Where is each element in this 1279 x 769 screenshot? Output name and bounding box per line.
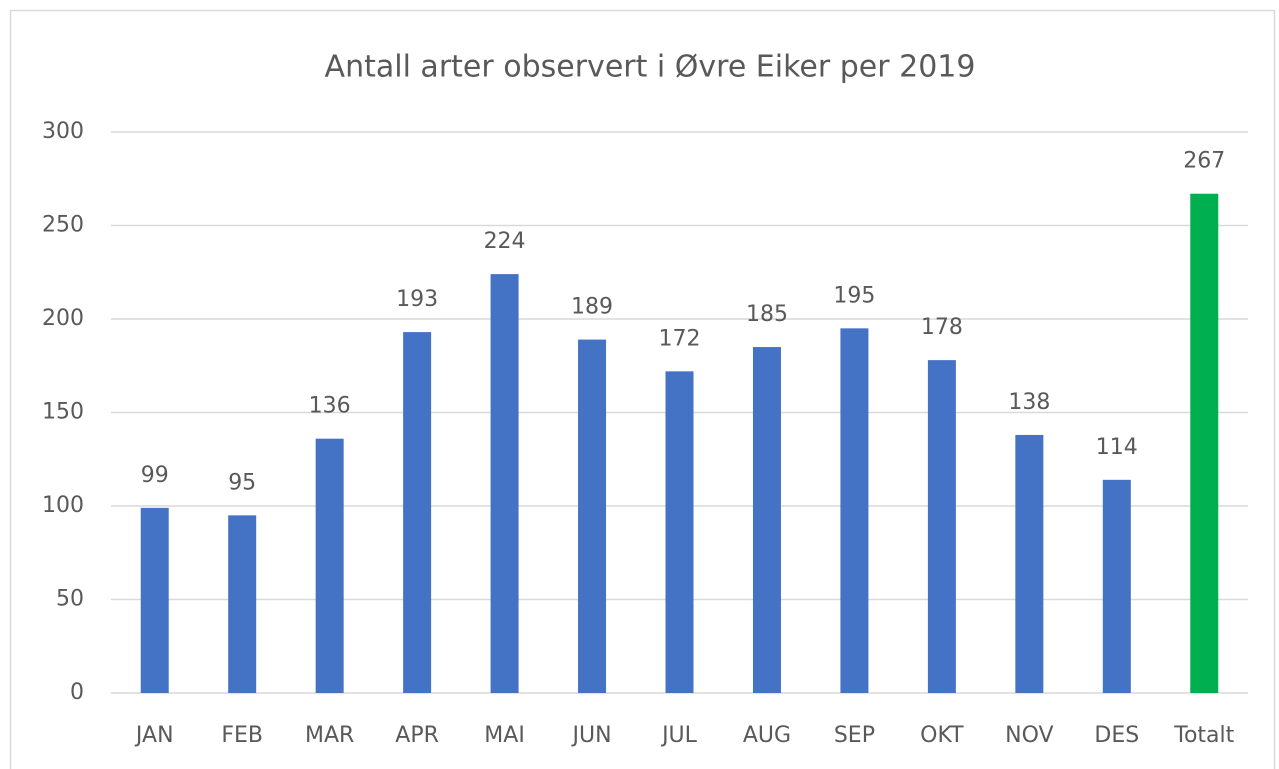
data-label: 193 bbox=[396, 287, 438, 312]
data-label: 178 bbox=[921, 315, 963, 340]
bar bbox=[665, 371, 694, 693]
bar bbox=[1102, 479, 1131, 693]
x-tick-label: JUL bbox=[660, 723, 698, 748]
bar bbox=[840, 328, 869, 693]
bar bbox=[1015, 434, 1044, 693]
bar bbox=[927, 360, 956, 693]
bar bbox=[315, 438, 344, 693]
data-label: 95 bbox=[228, 470, 256, 495]
y-tick-label: 150 bbox=[42, 400, 84, 425]
bar bbox=[578, 339, 607, 693]
x-tick-label: OKT bbox=[920, 723, 964, 748]
bar bbox=[1190, 193, 1219, 693]
x-tick-label: AUG bbox=[743, 723, 791, 748]
chart-border bbox=[9, 9, 1276, 769]
data-label: 267 bbox=[1183, 149, 1225, 174]
x-tick-label: JUN bbox=[571, 723, 612, 748]
y-tick-label: 100 bbox=[42, 493, 84, 518]
x-tick-label: MAR bbox=[305, 723, 354, 748]
x-tick-label: DES bbox=[1094, 723, 1139, 748]
x-tick-label: MAI bbox=[484, 723, 525, 748]
y-tick-label: 200 bbox=[42, 306, 84, 331]
data-label: 195 bbox=[833, 283, 875, 308]
data-label: 189 bbox=[571, 295, 613, 320]
data-label: 99 bbox=[141, 463, 169, 488]
bar bbox=[140, 507, 169, 693]
y-tick-label: 0 bbox=[70, 680, 84, 705]
x-tick-label: SEP bbox=[834, 723, 875, 748]
x-tick-label: APR bbox=[395, 723, 439, 748]
data-label: 114 bbox=[1096, 435, 1138, 460]
x-tick-label: FEB bbox=[221, 723, 263, 748]
bar bbox=[490, 274, 519, 693]
data-label: 136 bbox=[309, 394, 351, 419]
y-tick-label: 50 bbox=[56, 587, 84, 612]
chart-title: Antall arter observert i Øvre Eiker per … bbox=[325, 50, 976, 85]
x-tick-label: Totalt bbox=[1173, 723, 1234, 748]
data-label: 138 bbox=[1008, 390, 1050, 415]
y-tick-label: 300 bbox=[42, 119, 84, 144]
bar bbox=[228, 515, 257, 693]
data-label: 185 bbox=[746, 302, 788, 327]
y-tick-label: 250 bbox=[42, 213, 84, 238]
bar bbox=[752, 347, 781, 693]
x-tick-label: NOV bbox=[1005, 723, 1053, 748]
data-label: 224 bbox=[484, 229, 526, 254]
bar bbox=[403, 332, 432, 693]
x-tick-label: JAN bbox=[134, 723, 174, 748]
data-label: 172 bbox=[659, 326, 701, 351]
